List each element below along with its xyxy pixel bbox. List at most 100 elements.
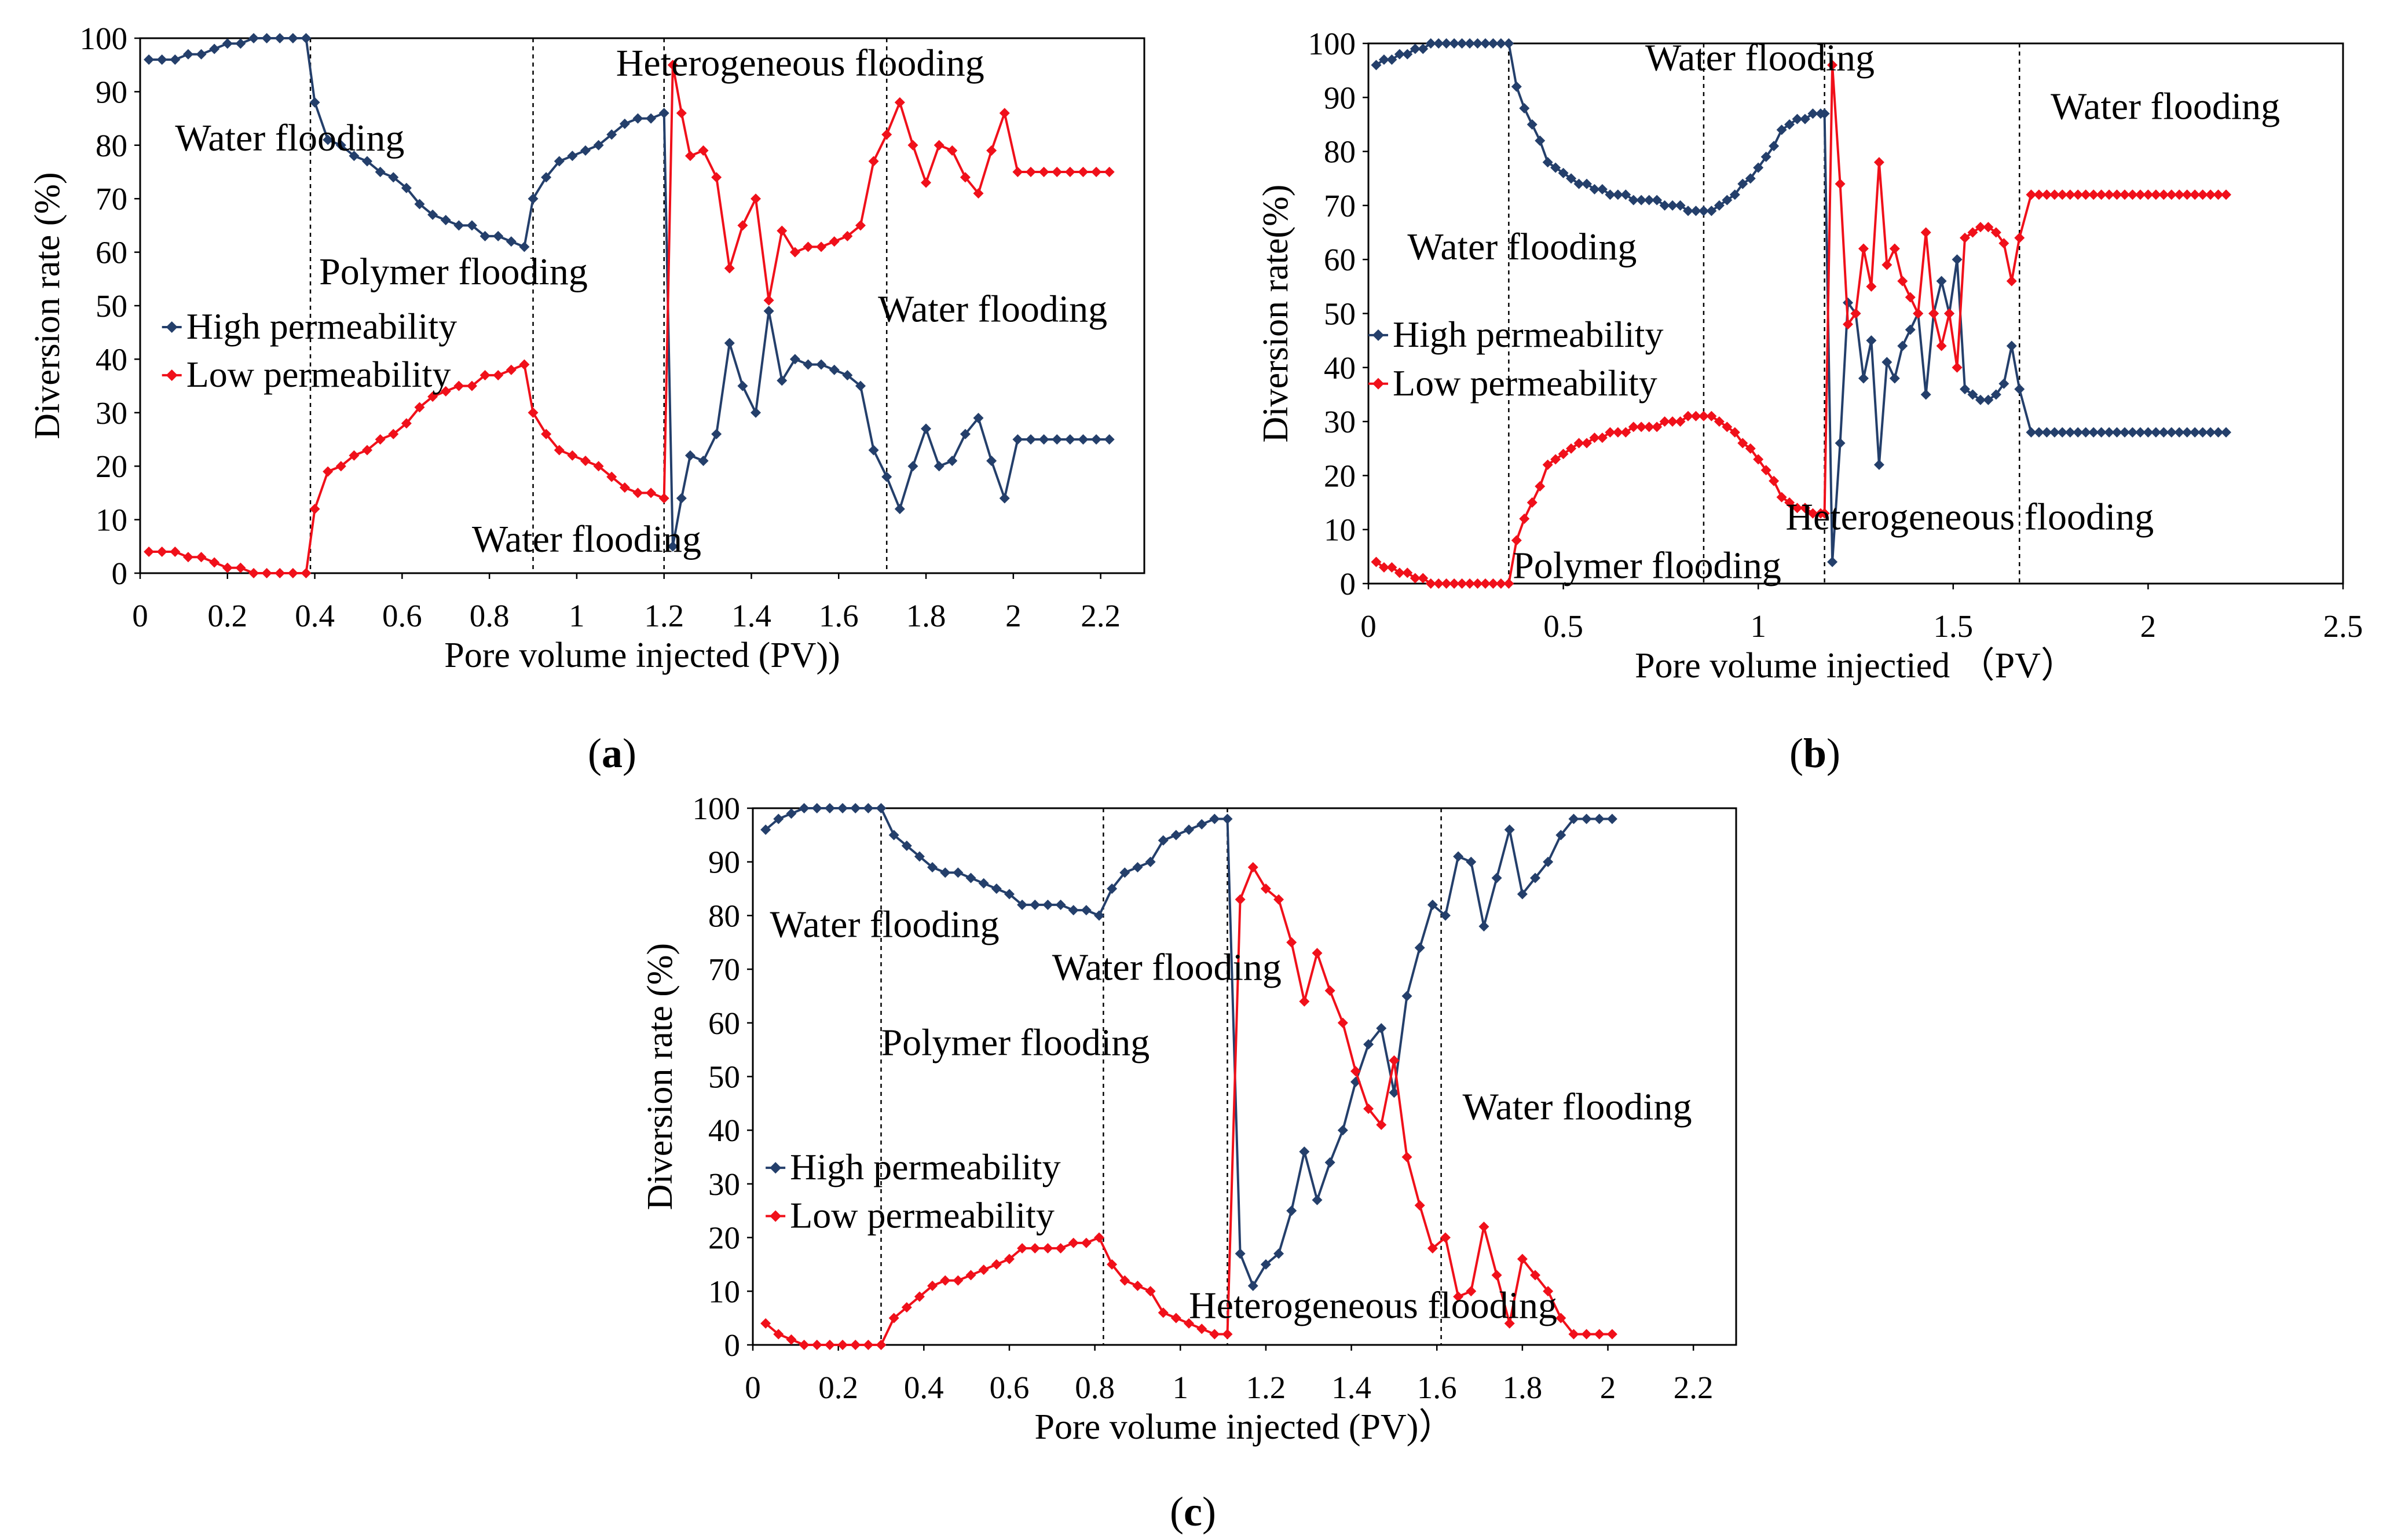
data-point-low [335,461,346,472]
data-point-high [1967,389,1978,400]
data-point-high [2026,427,2037,438]
data-point-high [1273,1248,1284,1259]
data-point-low [1440,1232,1451,1243]
data-point-high [1566,173,1577,184]
data-point-high [965,872,976,883]
data-point-high [1558,167,1569,178]
data-point-low [1055,1243,1066,1254]
data-point-low [1078,167,1089,177]
data-point-low [1659,416,1670,427]
data-point-high [777,375,788,386]
data-point-low [519,359,530,370]
data-point-low [1196,1323,1207,1334]
data-point-low [1158,1307,1169,1318]
data-point-low [684,151,695,162]
data-point-low [2006,276,2017,287]
data-point-high [170,54,181,65]
data-point-low [235,562,246,573]
y-axis-label: Diversion rate (%) [640,943,680,1210]
data-point-low [773,1329,784,1340]
data-point-high [698,455,709,466]
data-point-high [323,134,334,145]
data-point-low [506,364,517,375]
data-point-high [375,167,386,177]
data-point-low [789,247,800,258]
data-point-low [528,407,539,418]
data-point-high [567,151,578,162]
data-point-high [773,813,784,824]
legend-high-marker [1372,329,1384,341]
data-point-low [1030,1243,1041,1254]
data-point-low [1004,1253,1015,1264]
data-point-high [760,824,771,835]
data-point-high [863,803,874,813]
data-point-high [2213,427,2224,438]
data-point-high [466,220,477,231]
data-point-low [667,60,678,71]
data-point-low [2033,189,2044,200]
data-point-high [1897,340,1908,351]
data-point-high [658,108,669,119]
data-point-low [2127,189,2138,200]
x-tick-label: 1.2 [1246,1370,1286,1405]
y-tick-label: 0 [1340,566,1356,602]
data-point-high [1004,889,1015,900]
data-point-high [901,840,912,851]
data-point-high [401,182,412,193]
x-tick-label: 0.4 [904,1370,944,1405]
data-point-high [2143,427,2154,438]
data-point-high [493,230,504,241]
data-point-high [1729,189,1740,200]
data-point-high [1376,1023,1387,1034]
data-point-low [1530,1270,1541,1281]
legend-low-label: Low permeability [790,1195,1055,1236]
data-point-low [868,156,879,167]
data-point-high [1394,49,1405,60]
data-point-high [1873,459,1884,470]
x-tick-label: 1.8 [906,598,946,633]
data-point-high [1784,119,1795,130]
data-point-low [1491,1270,1502,1281]
data-point-low [1558,449,1569,460]
data-point-high [506,236,517,247]
data-point-high [1581,813,1592,824]
x-tick-label: 1.2 [644,598,684,633]
data-point-low [1573,438,1584,449]
data-point-low [466,380,477,391]
data-point-low [1920,227,1931,238]
data-point-high [978,878,989,889]
data-point-low [842,230,853,241]
data-point-high [388,172,399,183]
data-point-high [1620,189,1631,200]
data-point-high [1612,189,1623,200]
data-point-high [1835,438,1846,449]
data-point-high [222,38,233,49]
stage-annotation: Polymer flooding [881,1021,1150,1064]
data-point-high [541,172,552,183]
data-point-low [1519,514,1530,525]
x-tick-label: 2 [2140,608,2157,644]
data-point-high [2158,427,2169,438]
data-point-high [1998,378,2009,389]
data-point-low [541,428,552,439]
caption-b: (b) [1789,730,1841,776]
data-point-low [1324,985,1335,996]
data-point-low [1983,222,1994,233]
data-point-low [1990,227,2001,238]
data-point-high [619,118,630,129]
data-point-low [2181,189,2192,200]
data-point-low [1371,556,1382,567]
data-point-low [1184,1318,1195,1329]
data-point-high [1196,819,1207,830]
data-point-low [2041,189,2052,200]
data-point-high [751,407,762,418]
data-point-high [953,867,964,878]
data-point-low [2120,189,2131,200]
data-point-high [1410,43,1421,54]
data-point-low [799,1340,810,1350]
x-tick-label: 2.5 [2323,608,2363,644]
data-point-low [323,466,334,477]
data-point-high [842,370,853,381]
data-point-low [493,370,504,381]
caption-c: (c) [1170,1488,1216,1535]
